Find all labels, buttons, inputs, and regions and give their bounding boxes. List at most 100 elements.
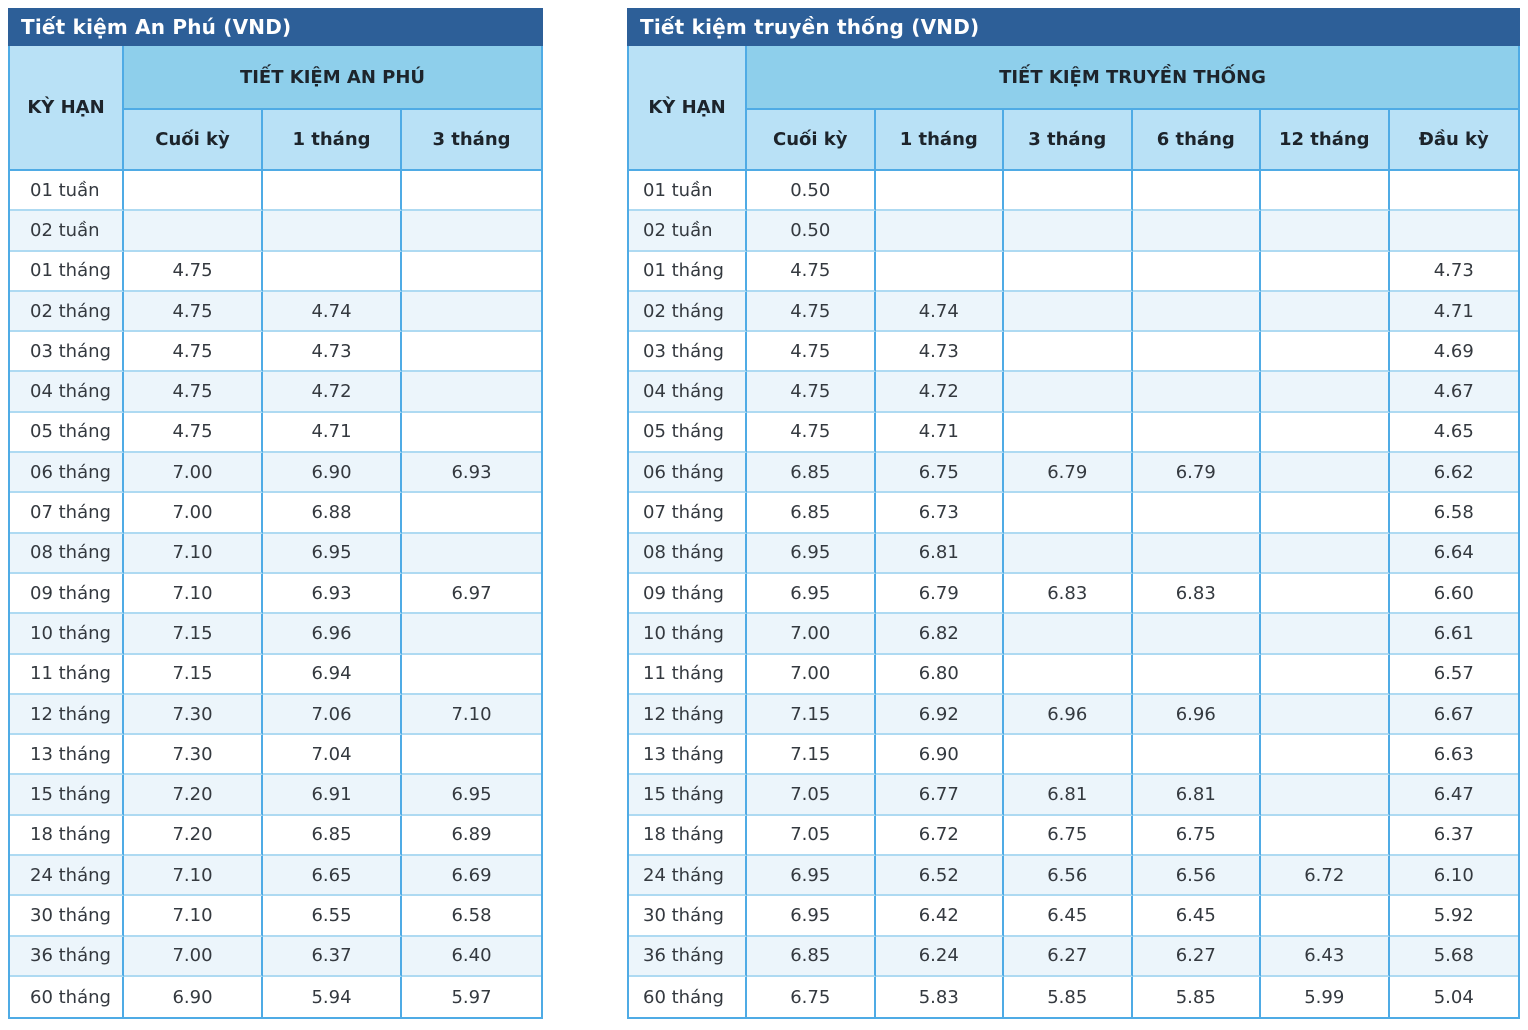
table-row: 60 tháng 6.90 5.94 5.97 <box>10 976 541 1018</box>
table-row: 04 tháng 4.75 4.72 <box>10 372 541 413</box>
rate-cell: 6.72 <box>1261 856 1390 897</box>
rate-cell: 6.60 <box>1389 574 1518 615</box>
rate-cell: 6.75 <box>747 976 876 1018</box>
rate-cell: 4.73 <box>263 332 402 373</box>
term-cell: 30 tháng <box>629 896 747 937</box>
rate-cell: 6.92 <box>875 694 1004 736</box>
term-cell: 01 tháng <box>629 251 747 292</box>
rate-cell: 7.10 <box>124 856 263 897</box>
rate-cell: 6.24 <box>875 936 1004 977</box>
table-wrapper: KỲ HẠN TIẾT KIỆM TRUYỀN THỐNG Cuối kỳ 1 t… <box>627 46 1520 1020</box>
term-cell: 10 tháng <box>10 614 124 655</box>
term-cell: 12 tháng <box>10 694 124 736</box>
rate-cell: 7.10 <box>124 533 263 574</box>
table-row: 02 tháng 4.75 4.74 <box>10 291 541 333</box>
term-cell: 36 tháng <box>10 936 124 977</box>
rate-cell: 6.75 <box>875 453 1004 494</box>
rate-cell <box>402 413 541 454</box>
rate-cell: 6.90 <box>263 453 402 494</box>
rate-cell: 6.57 <box>1389 655 1518 695</box>
table-row: 08 tháng 7.10 6.95 <box>10 533 541 574</box>
rate-cell: 7.20 <box>124 815 263 857</box>
table-body: 01 tuần 02 tuần 01 tháng 4.75 02 tháng 4.75 4.… <box>10 171 541 1018</box>
rate-cell: 6.85 <box>747 493 876 534</box>
rate-cell: 4.73 <box>875 332 1004 373</box>
term-cell: 07 tháng <box>10 493 124 534</box>
rate-cell: 6.79 <box>1132 453 1261 494</box>
rate-cell: 4.75 <box>124 291 263 333</box>
table-body: 01 tuần 0.50 02 tuần 0.50 01 tháng 4.75 4.73 02… <box>629 171 1518 1018</box>
rate-cell: 4.72 <box>875 372 1004 413</box>
rate-cell: 6.56 <box>1132 856 1261 897</box>
rate-cell <box>1261 896 1390 937</box>
table-row: 04 tháng 4.75 4.72 4.67 <box>629 372 1518 413</box>
term-column-header: KỲ HẠN <box>10 46 124 171</box>
rate-cell: 6.93 <box>263 573 402 615</box>
rate-cell: 7.00 <box>747 654 876 695</box>
rate-cell <box>1261 533 1390 574</box>
rate-cell: 6.95 <box>747 573 876 615</box>
rate-cell: 6.37 <box>263 936 402 977</box>
table-row: 11 tháng 7.15 6.94 <box>10 654 541 695</box>
column-header: 12 tháng <box>1261 110 1390 171</box>
term-cell: 13 tháng <box>10 735 124 776</box>
rate-cell <box>402 534 541 574</box>
rate-cell: 7.05 <box>747 815 876 857</box>
rate-cell <box>1261 211 1390 252</box>
rate-cell: 6.58 <box>402 896 541 937</box>
rate-cell <box>1004 332 1133 373</box>
rate-cell: 5.83 <box>876 976 1004 1018</box>
term-cell: 24 tháng <box>10 856 124 897</box>
subheader-row: Cuối kỳ 1 tháng 3 tháng 6 tháng 12 tháng Đầu … <box>629 110 1518 171</box>
table-wrapper: KỲ HẠN TIẾT KIỆM AN PHÚ Cuối kỳ 1 tháng 3 … <box>8 46 543 1020</box>
rate-cell: 6.64 <box>1389 534 1518 574</box>
term-cell: 60 tháng <box>10 976 124 1018</box>
rate-cell: 6.95 <box>747 856 876 897</box>
column-header: 1 tháng <box>875 110 1004 171</box>
rate-cell <box>402 211 541 252</box>
rate-cell: 6.67 <box>1389 695 1518 736</box>
rate-cell <box>1132 533 1261 574</box>
rate-cell: 0.50 <box>747 171 876 212</box>
rate-cell: 7.20 <box>124 775 263 816</box>
rate-cell: 4.67 <box>1389 372 1518 413</box>
rate-cell: 6.75 <box>1004 815 1133 857</box>
table-row: 01 tuần 0.50 <box>629 171 1518 212</box>
rate-cell: 4.69 <box>1389 332 1518 373</box>
term-cell: 60 tháng <box>629 976 747 1018</box>
subheader-row: Cuối kỳ 1 tháng 3 tháng <box>10 110 541 171</box>
rate-cell: 4.75 <box>747 251 876 292</box>
rate-cell <box>1389 211 1518 252</box>
table-row: 10 tháng 7.00 6.82 6.61 <box>629 614 1518 655</box>
term-cell: 18 tháng <box>629 815 747 857</box>
rate-cell <box>875 211 1004 252</box>
table-title: Tiết kiệm truyền thống (VND) <box>627 8 1520 46</box>
rate-cell: 6.77 <box>875 775 1004 816</box>
rate-cell <box>402 493 541 534</box>
table-row: 01 tháng 4.75 <box>10 251 541 292</box>
table-row: 18 tháng 7.05 6.72 6.75 6.75 6.37 <box>629 815 1518 857</box>
rate-cell: 7.15 <box>124 654 263 695</box>
rate-cell: 4.75 <box>124 332 263 373</box>
term-cell: 06 tháng <box>10 453 124 494</box>
header-row: KỲ HẠN TIẾT KIỆM AN PHÚ <box>10 46 541 171</box>
term-cell: 02 tháng <box>629 291 747 333</box>
rate-cell <box>1132 332 1261 373</box>
rate-cell: 4.75 <box>124 251 263 292</box>
column-header: 1 tháng <box>263 110 402 171</box>
table-row: 36 tháng 7.00 6.37 6.40 <box>10 936 541 977</box>
rate-cell: 6.61 <box>1389 614 1518 655</box>
rate-cell: 6.58 <box>1389 493 1518 534</box>
rate-cell: 6.65 <box>263 856 402 897</box>
rate-cell: 6.80 <box>875 654 1004 695</box>
table-row: 01 tuần <box>10 171 541 212</box>
rate-cell <box>1004 251 1133 292</box>
table-row: 03 tháng 4.75 4.73 <box>10 332 541 373</box>
rate-cell: 6.79 <box>875 573 1004 615</box>
table-row: 05 tháng 4.75 4.71 4.65 <box>629 412 1518 454</box>
rate-cell <box>1004 735 1133 776</box>
rate-cell <box>402 292 541 333</box>
rate-cell: 6.82 <box>875 614 1004 655</box>
table-row: 01 tháng 4.75 4.73 <box>629 251 1518 292</box>
rate-cell <box>1261 332 1390 373</box>
